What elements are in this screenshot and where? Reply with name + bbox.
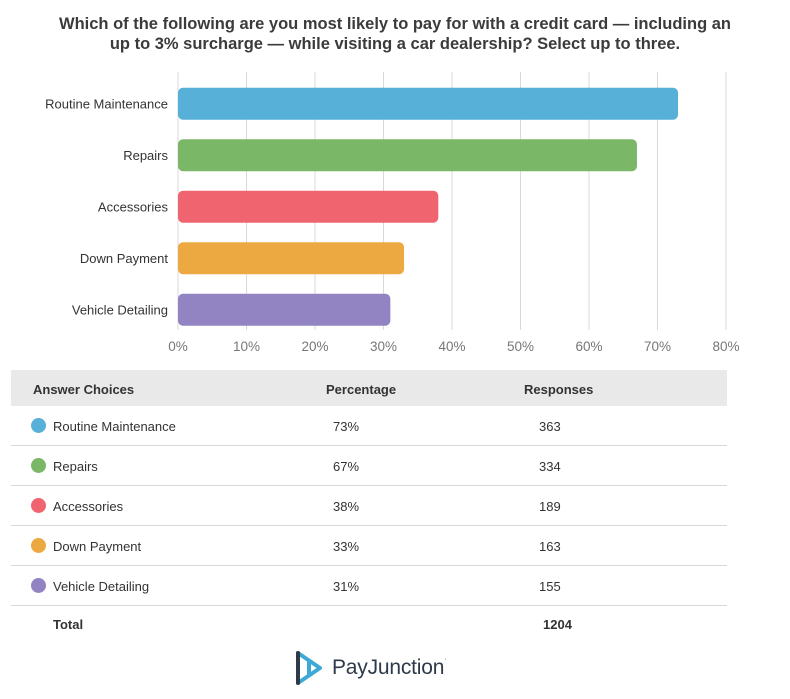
x-tick-label: 70% [644,339,671,354]
bar [178,293,391,326]
header-percentage: Percentage [326,382,397,397]
x-tick-label: 30% [370,339,397,354]
logo-text-label: PayJunction [332,656,445,679]
header-answer-choices: Answer Choices [33,382,135,397]
choice-cell: Routine Maintenance [53,419,176,434]
category-label: Down Payment [80,251,169,266]
payjunction-logo: PayJunction· [292,648,447,688]
bar [178,139,637,172]
table-row: Repairs 67% 334 [11,446,727,486]
responses-cell: 363 [539,419,561,434]
results-table: Answer Choices Percentage Responses Rout… [11,370,727,642]
bar-chart: 0% 10% 20% 30% 40% 50% 60% 70% 80% Routine Mainte… [45,72,740,354]
payjunction-logo-icon [296,651,322,685]
legend-dot [31,418,46,433]
responses-cell: 163 [539,539,561,554]
percentage-cell: 33% [333,539,360,554]
responses-cell: 189 [539,499,561,514]
x-tick-label: 60% [575,339,602,354]
table-body: Routine Maintenance 73% 363 Repairs 67% 334 Ac… [11,406,727,606]
legend-dot [31,578,46,593]
x-tick-label: 20% [301,339,328,354]
x-tick-label: 0% [168,339,188,354]
choice-cell: Repairs [53,459,98,474]
responses-cell: 155 [539,579,561,594]
choice-cell: Down Payment [53,539,142,554]
bar [178,242,405,275]
table-row: Accessories 38% 189 [11,486,727,526]
logo-text: PayJunction· [332,656,447,680]
x-tick-label: 50% [507,339,534,354]
bar [178,87,679,120]
responses-cell: 334 [539,459,561,474]
legend-dot [31,498,46,513]
percentage-cell: 67% [333,459,360,474]
bar [178,190,439,223]
header-responses: Responses [524,382,594,397]
table-row: Vehicle Detailing 31% 155 [11,566,727,606]
x-tick-label: 40% [438,339,465,354]
percentage-cell: 31% [333,579,360,594]
total-label: Total [53,617,84,632]
chart-title: Which of the following are you most like… [10,14,780,54]
x-tick-label: 10% [233,339,260,354]
table-row: Routine Maintenance 73% 363 [11,406,727,446]
legend-dot [31,458,46,473]
choice-cell: Accessories [53,499,124,514]
logo-mark: · [444,656,447,663]
table-row: Down Payment 33% 163 [11,526,727,566]
percentage-cell: 38% [333,499,360,514]
percentage-cell: 73% [333,419,360,434]
category-label: Repairs [123,148,168,163]
chart-title-line-1: Which of the following are you most like… [59,15,731,33]
category-label: Vehicle Detailing [72,302,168,317]
chart-title-line-2: up to 3% surcharge — while visiting a ca… [109,35,681,53]
table-total-row: Total 1204 [11,606,727,642]
table-header: Answer Choices Percentage Responses [11,370,727,406]
x-tick-label: 80% [712,339,739,354]
total-value: 1204 [543,617,572,632]
category-label: Accessories [98,199,169,214]
category-label: Routine Maintenance [45,96,168,111]
choice-cell: Vehicle Detailing [53,579,150,594]
legend-dot [31,538,46,553]
